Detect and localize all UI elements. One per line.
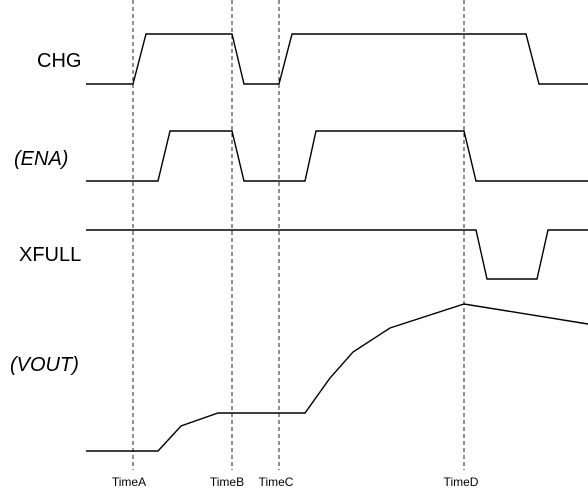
time-label-c: TimeC <box>258 475 294 489</box>
time-label-a: TimeA <box>111 475 147 489</box>
xfull-waveform <box>86 229 588 280</box>
signal-label-xfull: XFULL <box>19 244 82 266</box>
ena-waveform <box>86 130 588 182</box>
signal-label-vout: (VOUT) <box>10 354 79 376</box>
time-label-d: TimeD <box>443 475 479 489</box>
vout-waveform <box>86 303 588 452</box>
chg-waveform <box>86 33 588 85</box>
time-label-b: TimeB <box>209 475 245 489</box>
signal-label-ena: (ENA) <box>14 148 69 170</box>
signal-label-chg: CHG <box>37 50 82 72</box>
